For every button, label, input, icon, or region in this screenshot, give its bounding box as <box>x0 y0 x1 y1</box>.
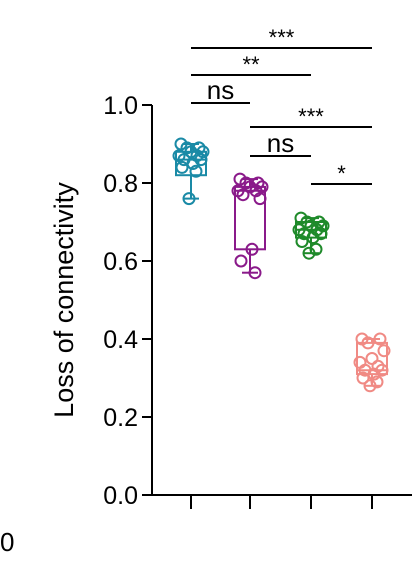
y-tick-label: 0.0 <box>103 482 138 510</box>
significance-label: ** <box>242 52 260 77</box>
data-point <box>373 332 387 346</box>
data-point <box>377 344 391 358</box>
data-point <box>182 192 196 206</box>
data-point <box>180 141 194 155</box>
data-point <box>253 192 267 206</box>
data-point <box>248 266 262 280</box>
data-point <box>189 164 203 178</box>
edge-label: 0 <box>0 527 15 557</box>
data-point <box>186 157 200 170</box>
data-point <box>356 371 370 385</box>
data-point <box>236 188 250 202</box>
axes: 0.0 0.2 0.4 0.6 0.8 1.0 <box>103 92 412 510</box>
significance-label: * <box>337 161 346 186</box>
data-point <box>309 242 323 256</box>
data-point <box>370 375 384 389</box>
data-point <box>239 176 253 190</box>
significance-label: ns <box>267 128 294 158</box>
data-point <box>175 160 189 174</box>
data-point <box>367 367 381 381</box>
significance-label: *** <box>298 104 324 129</box>
y-axis-label: Loss of connectivity <box>49 182 79 418</box>
significance-brackets: *****ns***ns* <box>191 25 372 186</box>
data-points <box>172 137 391 393</box>
boxes <box>175 143 388 387</box>
data-point <box>361 336 375 350</box>
data-point <box>300 215 314 229</box>
data-point <box>245 242 259 256</box>
significance-label: ns <box>207 75 234 105</box>
data-point <box>365 352 379 365</box>
significance-label: *** <box>269 25 295 50</box>
data-point <box>363 379 377 393</box>
data-point <box>295 235 309 248</box>
y-tick-label: 1.0 <box>103 92 138 120</box>
data-point <box>306 231 320 245</box>
data-point <box>302 246 316 260</box>
data-point <box>234 254 248 268</box>
y-tick-label: 0.2 <box>103 404 138 432</box>
y-tick-label: 0.8 <box>103 170 138 198</box>
y-tick-label: 0.6 <box>103 248 138 276</box>
y-tick-label: 0.4 <box>103 326 138 354</box>
